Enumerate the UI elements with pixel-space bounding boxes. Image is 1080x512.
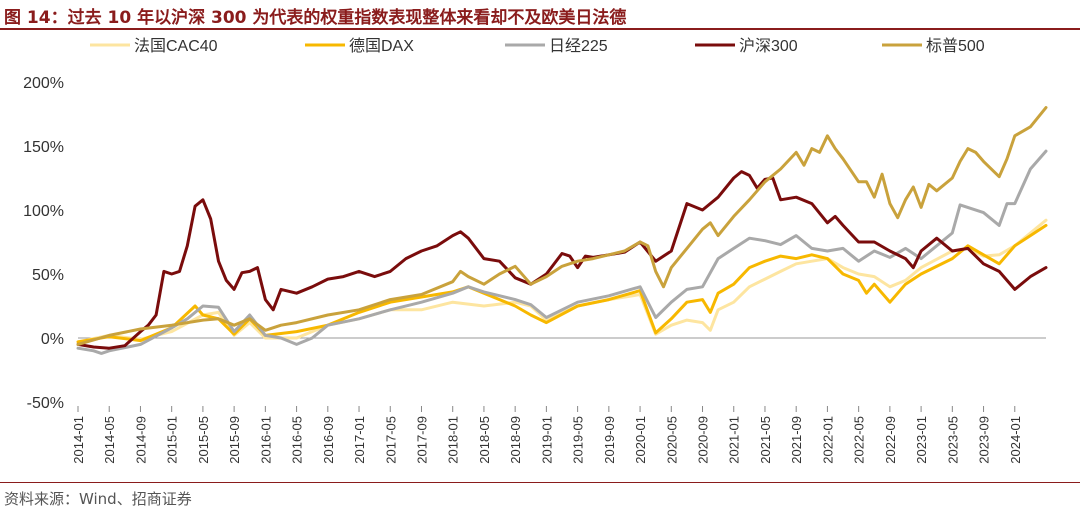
legend: 法国CAC40 德国DAX 日经225 沪深300 标普500 xyxy=(90,37,985,55)
legend-label: 法国CAC40 xyxy=(134,37,218,55)
series-line xyxy=(76,170,1048,350)
x-tick-label: 2024-01 xyxy=(1008,416,1023,464)
x-tick-label: 2016-05 xyxy=(290,416,305,464)
series-line xyxy=(76,149,1048,355)
x-tick-label: 2022-01 xyxy=(820,416,835,464)
y-tick-label: -50% xyxy=(27,395,64,412)
x-tick-label: 2018-01 xyxy=(446,416,461,464)
legend-label: 德国DAX xyxy=(349,37,414,55)
series-line xyxy=(76,106,1048,346)
y-tick-label: 200% xyxy=(23,75,64,92)
x-tick-label: 2016-09 xyxy=(321,416,336,464)
legend-label: 标普500 xyxy=(926,37,985,55)
y-tick-label: 50% xyxy=(32,267,64,284)
x-tick-label: 2020-05 xyxy=(664,416,679,464)
x-tick-label: 2023-05 xyxy=(945,416,960,464)
title-bar: 图 14：过去 10 年以沪深 300 为代表的权重指数表现整体来看却不及欧美日… xyxy=(0,0,1080,30)
x-tick-label: 2016-01 xyxy=(258,416,273,464)
x-tick-label: 2021-05 xyxy=(758,416,773,464)
legend-label: 沪深300 xyxy=(739,37,798,55)
x-tick-label: 2017-09 xyxy=(414,416,429,464)
x-tick-label: 2023-01 xyxy=(914,416,929,464)
x-tick-label: 2018-05 xyxy=(477,416,492,464)
series-line xyxy=(76,218,1048,344)
x-tick-label: 2019-05 xyxy=(571,416,586,464)
x-tick-label: 2021-01 xyxy=(727,416,742,464)
x-tick-label: 2019-09 xyxy=(602,416,617,464)
x-tick-label: 2020-09 xyxy=(696,416,711,464)
chart-title: 图 14：过去 10 年以沪深 300 为代表的权重指数表现整体来看却不及欧美日… xyxy=(4,8,627,28)
x-tick-label: 2017-05 xyxy=(383,416,398,464)
y-axis: -50% 0% 50% 100% 150% 200% xyxy=(23,75,64,412)
y-tick-label: 150% xyxy=(23,139,64,156)
x-tick-label: 2015-09 xyxy=(227,416,242,464)
x-tick-label: 2014-09 xyxy=(133,416,148,464)
y-tick-label: 0% xyxy=(41,331,64,348)
x-tick-label: 2022-09 xyxy=(883,416,898,464)
x-tick-label: 2023-09 xyxy=(977,416,992,464)
y-tick-label: 100% xyxy=(23,203,64,220)
line-chart: 法国CAC40 德国DAX 日经225 沪深300 标普500 -50% 0% 50% 100… xyxy=(23,37,1048,464)
x-tick-label: 2014-05 xyxy=(102,416,117,464)
x-tick-label: 2017-01 xyxy=(352,416,367,464)
x-tick-label: 2015-05 xyxy=(196,416,211,464)
series-group xyxy=(76,106,1048,355)
x-tick-label: 2020-01 xyxy=(633,416,648,464)
source-bar: 资料来源：Wind、招商证券 xyxy=(0,482,1080,512)
x-tick-label: 2022-05 xyxy=(852,416,867,464)
legend-label: 日经225 xyxy=(549,37,608,55)
source-note: 资料来源：Wind、招商证券 xyxy=(4,490,192,508)
x-tick-label: 2019-01 xyxy=(539,416,554,464)
x-tick-label: 2015-01 xyxy=(165,416,180,464)
x-tick-label: 2018-09 xyxy=(508,416,523,464)
x-axis: 2014-01 2014-05 2014-09 2015-01 2015-05 2015-… xyxy=(71,337,1046,464)
x-tick-label: 2021-09 xyxy=(789,416,804,464)
x-tick-label: 2014-01 xyxy=(71,416,86,464)
